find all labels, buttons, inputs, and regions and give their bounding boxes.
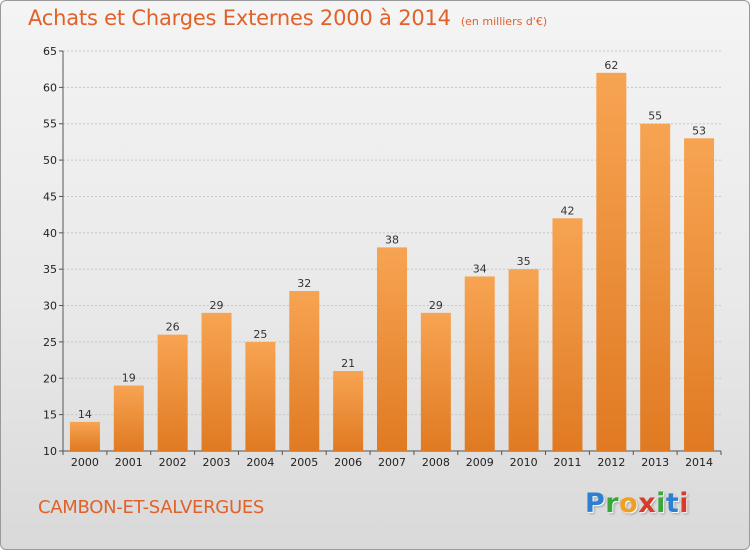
data-labels: 14 19 26 29 25 32 21 38 29 34 35 42 62 55 53 (78, 59, 706, 421)
bar (464, 276, 495, 451)
data-label: 14 (78, 408, 92, 421)
bar (333, 371, 364, 451)
data-label: 29 (429, 299, 443, 312)
y-tick-label: 25 (43, 336, 57, 349)
x-tick-label: 2005 (290, 456, 318, 469)
x-tick-label: 2011 (553, 456, 581, 469)
x-tick-label: 2008 (422, 456, 450, 469)
bar (420, 312, 451, 451)
x-tick-label: 2006 (334, 456, 362, 469)
y-tick-label: 45 (43, 190, 57, 203)
y-tick-label: 10 (43, 445, 57, 458)
x-tick-label: 2003 (203, 456, 231, 469)
proxiti-logo[interactable]: Proxiti (585, 488, 689, 519)
y-tick-label: 65 (43, 45, 57, 58)
y-tick-label: 60 (43, 81, 57, 94)
logo-letter: i (656, 488, 666, 519)
x-tick-label: 2007 (378, 456, 406, 469)
data-label: 25 (253, 328, 267, 341)
commune-name: CAMBON-ET-SALVERGUES (38, 497, 265, 518)
x-tick-label: 2001 (115, 456, 143, 469)
data-label: 35 (517, 255, 531, 268)
logo-letter: t (665, 488, 680, 519)
logo-letter: i (679, 488, 690, 519)
bars (69, 72, 715, 452)
logo-letter: x (638, 488, 657, 519)
bar (596, 72, 627, 452)
data-label: 29 (210, 299, 224, 312)
y-tick-label: 50 (43, 154, 57, 167)
data-label: 55 (648, 110, 662, 123)
data-label: 21 (341, 357, 355, 370)
data-label: 38 (385, 233, 399, 246)
x-tick-label: 2000 (71, 456, 99, 469)
data-label: 19 (122, 372, 136, 385)
data-label: 62 (604, 59, 618, 72)
data-label: 34 (473, 262, 487, 275)
data-label: 53 (692, 124, 706, 137)
x-tick-label: 2010 (510, 456, 538, 469)
logo-letter: o (619, 488, 639, 519)
bar (552, 218, 583, 451)
x-tick-label: 2012 (597, 456, 625, 469)
y-tick-label: 30 (43, 300, 57, 313)
bar (69, 421, 100, 451)
chart-subtitle: (en milliers d'€) (460, 15, 548, 28)
logo-letter: r (605, 488, 620, 519)
x-tick-label: 2002 (159, 456, 187, 469)
x-tick-label: 2013 (641, 456, 669, 469)
data-label: 26 (166, 321, 180, 334)
x-tick-label: 2004 (246, 456, 274, 469)
x-tick-label: 2009 (466, 456, 494, 469)
bar (201, 312, 232, 451)
bar (508, 269, 539, 451)
bar (684, 138, 715, 452)
chart-title-block: Achats et Charges Externes 2000 à 2014 (e… (28, 6, 547, 30)
data-label: 32 (297, 277, 311, 290)
bar (113, 385, 144, 451)
x-tick-label: 2014 (685, 456, 713, 469)
y-tick-label: 40 (43, 227, 57, 240)
bar (157, 334, 188, 451)
bar (640, 123, 671, 452)
bar (289, 291, 320, 451)
bar (377, 247, 407, 451)
logo-letter: P (585, 488, 606, 519)
chart-title: Achats et Charges Externes 2000 à 2014 (28, 6, 451, 30)
y-tick-label: 20 (43, 372, 57, 385)
data-label: 42 (560, 204, 574, 217)
bar (245, 341, 276, 451)
y-tick-label: 15 (43, 409, 57, 422)
y-tick-label: 35 (43, 263, 57, 276)
y-tick-label: 55 (43, 118, 57, 131)
